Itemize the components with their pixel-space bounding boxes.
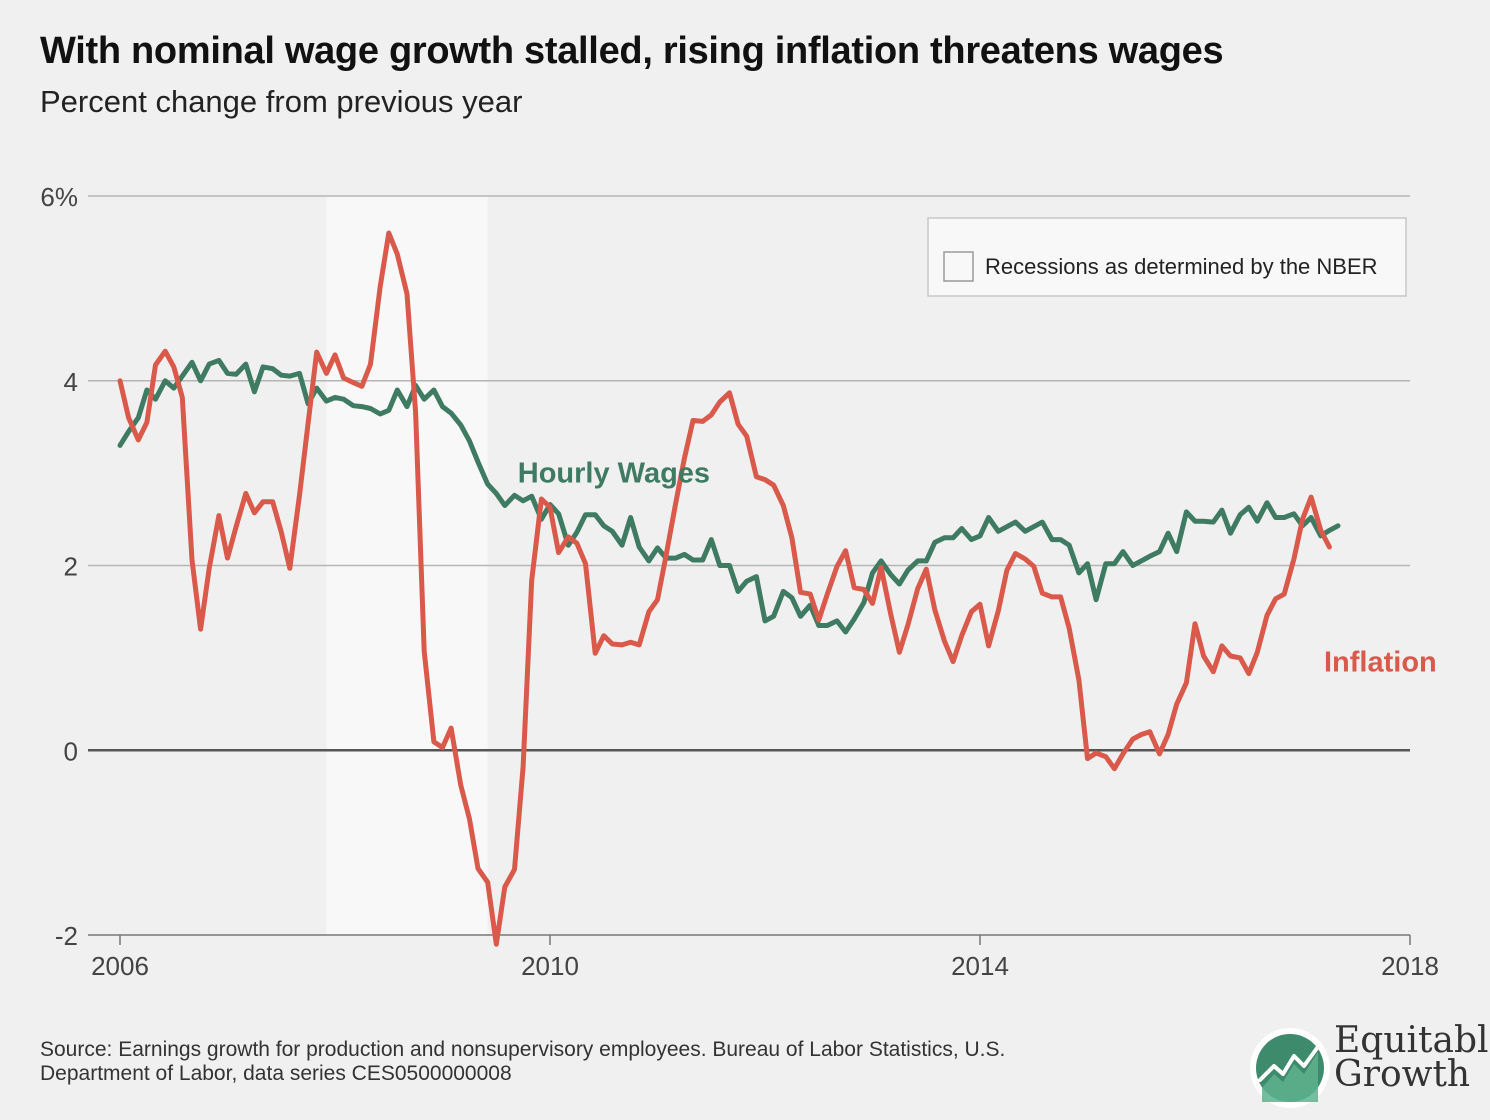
x-tick-label: 2018 (1381, 951, 1439, 981)
y-tick-label: 6% (40, 182, 78, 212)
legend-label: Recessions as determined by the NBER (985, 254, 1378, 279)
series-line-hourly-wages (117, 357, 1341, 635)
equitable-growth-logo: Equitable Growth (1250, 1018, 1490, 1118)
legend-swatch-recession (943, 251, 974, 282)
logo-growth-icon (1250, 1028, 1330, 1108)
series-label-inflation: Inflation (1324, 647, 1437, 679)
source-line-2: Department of Labor, data series CES0500… (40, 1062, 512, 1085)
x-tick-label: 2014 (951, 951, 1009, 981)
logo-wordmark: Equitable Growth (1334, 1020, 1490, 1095)
y-tick-label: 2 (64, 552, 78, 582)
series-labels: Hourly Wages Inflation (518, 457, 1437, 678)
source-line-1: Source: Earnings growth for production a… (40, 1038, 1006, 1061)
x-axis: 2006 2010 2014 2018 (88, 934, 1439, 981)
logo-line-1: Equitable (1334, 1020, 1490, 1061)
x-tick-label: 2006 (91, 951, 149, 981)
x-tick-label: 2010 (521, 951, 579, 981)
legend: Recessions as determined by the NBER (927, 217, 1407, 297)
y-axis-tick-labels: 6% 4 2 0 -2 (40, 182, 78, 951)
series-label-hourly-wages: Hourly Wages (518, 457, 710, 489)
gridlines (88, 195, 1410, 752)
y-tick-label: 0 (64, 736, 78, 766)
logo-line-2: Growth (1334, 1054, 1471, 1095)
y-tick-label: 4 (64, 367, 78, 397)
series-line-inflation (117, 230, 1332, 947)
chart-subtitle: Percent change from previous year (40, 84, 523, 119)
y-tick-label: -2 (55, 921, 78, 951)
series-lines (117, 230, 1341, 947)
source-note: Source: Earnings growth for production a… (40, 1038, 1120, 1086)
legend-box (927, 217, 1407, 297)
line-chart: 6% 4 2 0 -2 2006 2010 2014 2018 Hourly Wages Inf… (40, 182, 1439, 981)
chart-title: With nominal wage growth stalled, rising… (40, 30, 1224, 72)
